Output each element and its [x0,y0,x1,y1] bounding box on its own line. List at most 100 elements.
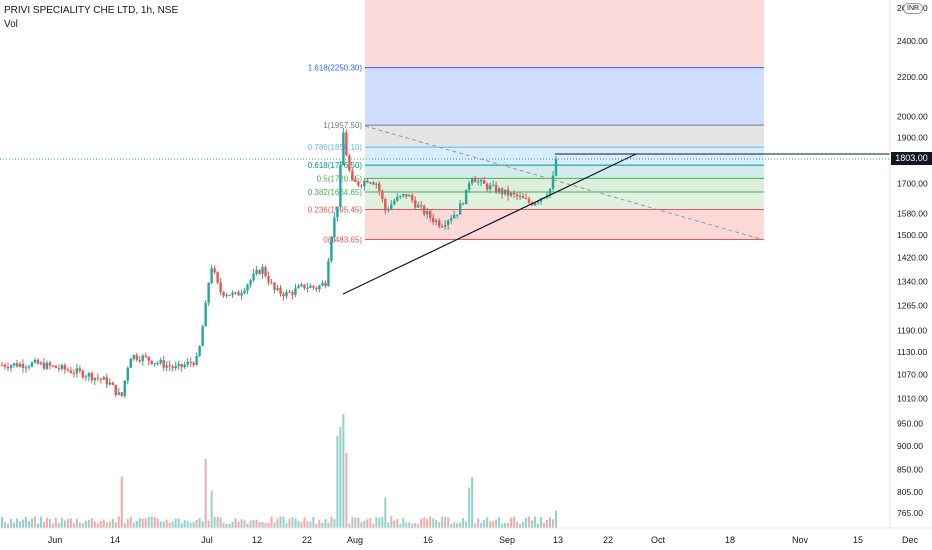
volume-bar [318,519,321,528]
volume-bar [297,521,300,528]
candle-body [198,346,201,356]
volume-bar [453,522,456,528]
volume-bar [168,522,171,528]
candle-body [435,220,438,223]
volume-bar [153,516,156,528]
candle-body [536,201,540,203]
candle-body [246,284,249,291]
candle-body [261,267,264,274]
volume-bar [156,518,159,528]
candle-body [78,368,82,371]
price-tick-label: 1340.00 [897,277,928,287]
candle-body [441,226,444,228]
volume-bar [201,520,204,528]
fib-zone-0.236 [365,192,764,210]
volume-bar [465,521,468,528]
volume-bar [423,517,426,528]
candle-body [455,214,459,216]
candle-body [423,205,426,215]
candle-body [369,182,372,184]
volume-bar [408,522,411,528]
volume-bar [51,523,54,528]
candle-body [159,360,162,363]
candle-body [464,189,468,205]
candle-body [81,370,85,378]
candle-body [93,377,97,381]
candle-body [12,363,16,366]
candle-body [324,282,327,287]
volume-bar [378,517,381,528]
candle-body [258,270,261,274]
volume-bar [309,521,312,528]
candle-body [276,287,279,290]
volume-bar [249,520,252,528]
time-axis: Jun 14 Jul 12 22 Aug 16 Sep 13 22 Oct 18 Nov 15 Dec [0,527,932,545]
candle-body [384,198,387,211]
price-tick-label: 2400.00 [897,36,928,46]
candle-body [96,377,100,379]
last-price-label: 1803.00 [891,152,932,165]
volume-bar [495,519,498,528]
volume-bar [276,518,279,528]
volume-bar [96,523,99,528]
time-tick-label: Sep [499,535,515,545]
fib-zone-0 [365,209,764,240]
candle-body [216,272,219,283]
volume-bar [411,523,414,528]
candle-body [378,183,381,191]
candle-body [491,184,495,186]
candle-body [105,377,109,385]
volume-bar [81,523,84,528]
volume-bar [108,521,111,528]
candle-body [494,184,498,193]
volume-bar [69,518,72,528]
candle-body [222,291,225,296]
volume-bar [528,516,531,528]
candle-body [282,293,285,297]
candle-body [168,365,171,367]
price-tick-label: 1700.00 [897,178,928,188]
volume-bar [171,521,174,528]
volume-bar [534,516,537,528]
price-tick-label: 1010.00 [897,393,928,403]
volume-bar [351,516,354,528]
volume-bar [261,522,264,528]
volume-bar [78,522,81,528]
candle-body [42,362,46,369]
volume-bar [183,520,186,528]
candle-body [473,178,477,183]
volume-indicator-label[interactable]: Vol [4,19,18,30]
volume-bar [375,517,378,528]
volume-bar [441,516,444,528]
candle-body [518,196,522,198]
candle-body [189,361,192,364]
time-tick-label: 22 [603,535,613,545]
currency-badge[interactable]: INR [903,3,924,14]
time-tick-label: 13 [553,535,563,545]
candle-body [506,189,510,196]
volume-bar [213,516,216,528]
candle-body [348,155,351,171]
volume-bar [306,521,309,528]
time-tick-label: Dec [902,535,919,545]
volume-bar [174,518,177,528]
volume-bar [165,519,168,528]
symbol-title[interactable]: PRIVI SPECIALITY CHE LTD, 1h, NSE [4,5,179,16]
candle-body [177,363,180,367]
candle-body [111,382,114,385]
volume-bar [123,523,126,528]
volume-bar [129,516,132,528]
volume-bar [162,521,165,528]
volume-bar [339,426,342,528]
candle-body [393,200,396,205]
fib-level-label: 1(1957.50) [323,121,362,130]
candle-body [120,392,123,396]
candle-body [399,195,402,197]
volume-bar [504,522,507,528]
volume-bar [45,517,48,528]
candle-body [243,290,246,294]
volume-bar [450,523,453,528]
candle-body [57,368,61,370]
ascending-trendline [342,153,637,295]
